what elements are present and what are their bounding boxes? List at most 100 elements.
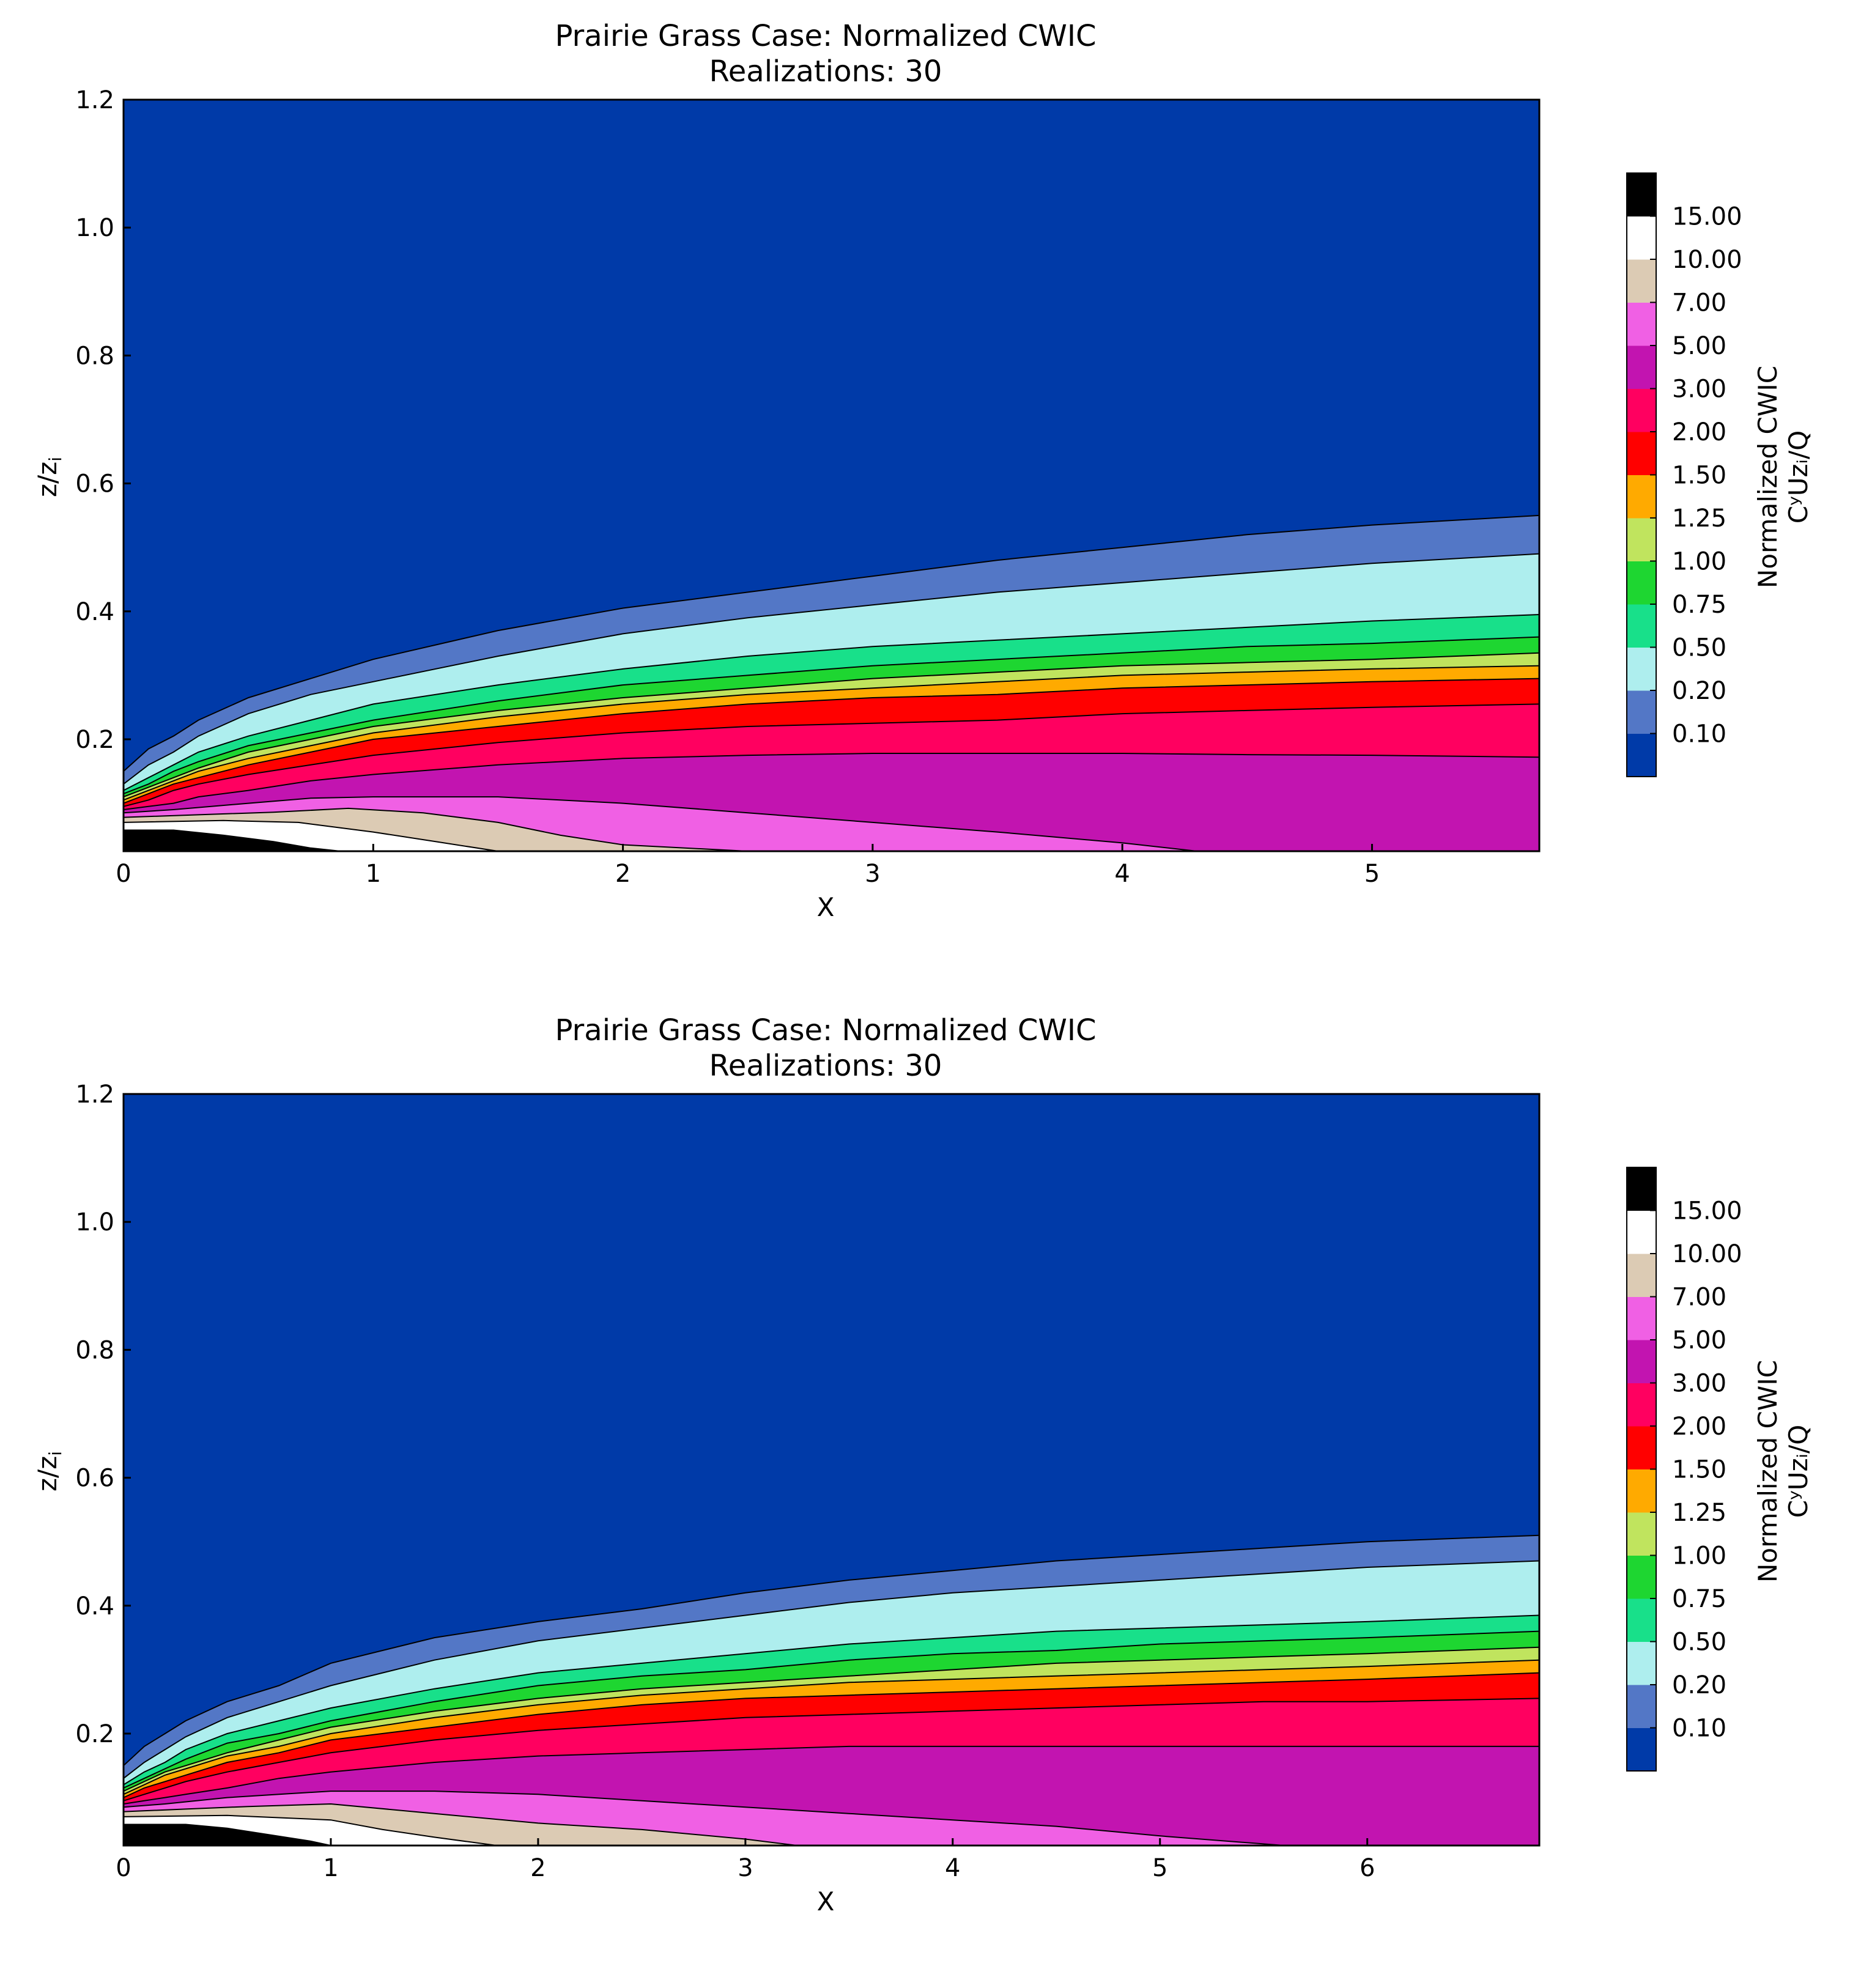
plot-frame <box>122 1093 1541 1847</box>
colorbar-swatch-9 <box>1627 1340 1656 1383</box>
colorbar-swatch-2 <box>1627 647 1656 691</box>
x-tick-label-1: 1 <box>323 1854 338 1882</box>
colorbar-tick-label-10.00: 10.00 <box>1672 1240 1742 1268</box>
y-tick-label-0.4: 0.4 <box>75 598 114 626</box>
colorbar-title-line2: CʸUzᵢ/Q <box>1783 1425 1813 1518</box>
chart-title: Prairie Grass Case: Normalized CWIC <box>555 1013 1096 1048</box>
x-axis-label: X <box>817 1886 835 1916</box>
colorbar-swatch-4 <box>1627 561 1656 605</box>
colorbar: 0.10 0.20 0.50 0.75 1.00 1.25 1.50 2.00 3.00 5.00… <box>1626 172 1742 777</box>
colorbar-title-line1: Normalized CWIC <box>1753 366 1783 588</box>
colorbar-swatch-3 <box>1627 1598 1656 1642</box>
colorbar-tick-label-10.00: 10.00 <box>1672 246 1742 274</box>
colorbar-tick-label-3.00: 3.00 <box>1672 375 1726 404</box>
colorbar-swatch-13 <box>1627 173 1656 216</box>
y-tick-label-0.2: 0.2 <box>75 1720 114 1748</box>
contour-figure-top: Prairie Grass Case: Normalized CWIC Real… <box>32 19 1813 922</box>
x-tick-label-2: 2 <box>615 860 631 888</box>
x-tick-label-1: 1 <box>366 860 381 888</box>
contour-line-1.50 <box>123 1672 1540 1798</box>
contour-chart-bottom: Prairie Grass Case: Normalized CWIC Real… <box>32 1013 1813 1916</box>
y-axis-label-sub: i <box>45 1451 65 1456</box>
x-axis-label: X <box>817 892 835 922</box>
contour-band-15.00 <box>124 1824 1539 1846</box>
colorbar-tick-label-0.10: 0.10 <box>1672 1715 1726 1743</box>
y-tick-label-1.2: 1.2 <box>75 86 114 114</box>
colorbar-tick-label-7.00: 7.00 <box>1672 1284 1726 1312</box>
colorbar-tick-label-1.50: 1.50 <box>1672 462 1726 490</box>
contour-line-5.00 <box>123 1790 1539 1846</box>
contour-line-1.00 <box>123 1646 1540 1792</box>
colorbar-swatch-1 <box>1627 690 1656 734</box>
x-tick-label-2: 2 <box>530 1854 546 1882</box>
colorbar-swatch-5 <box>1627 1512 1656 1556</box>
colorbar-tick-label-3.00: 3.00 <box>1672 1370 1726 1398</box>
contour-line-0.20 <box>123 1560 1540 1779</box>
colorbar-tick-label-1.25: 1.25 <box>1672 1499 1726 1527</box>
y-axis-label: z/zi <box>32 1451 65 1491</box>
colorbar-tick-label-5.00: 5.00 <box>1672 332 1726 360</box>
contour-line-0.50 <box>123 614 1540 791</box>
colorbar-swatch-0 <box>1627 1727 1656 1772</box>
colorbar-tick-label-5.00: 5.00 <box>1672 1326 1726 1354</box>
contour-line-1.50 <box>123 678 1540 804</box>
colorbar-swatch-7 <box>1627 432 1656 475</box>
colorbar-tick-label-0.10: 0.10 <box>1672 720 1726 748</box>
contour-band-7.00 <box>124 1804 1539 1846</box>
contour-line-0.50 <box>123 1614 1540 1786</box>
colorbar-swatch-0 <box>1627 733 1656 777</box>
colorbar-swatch-12 <box>1627 216 1656 260</box>
y-axis-label-sub: i <box>45 457 65 462</box>
contour-line-2.00 <box>123 703 1540 807</box>
y-tick-label-0.8: 0.8 <box>75 1336 114 1364</box>
colorbar-title-line1: Normalized CWIC <box>1753 1360 1783 1583</box>
colorbar-swatch-11 <box>1627 1254 1656 1297</box>
colorbar-swatch-2 <box>1627 1641 1656 1685</box>
contour-line-3.00 <box>123 1745 1539 1805</box>
y-tick-label-0.2: 0.2 <box>75 726 114 754</box>
y-tick-label-0.8: 0.8 <box>75 342 114 370</box>
colorbar-tick-label-15.00: 15.00 <box>1672 203 1742 231</box>
y-tick-label-0.6: 0.6 <box>75 470 114 498</box>
y-tick-label-0.4: 0.4 <box>75 1592 114 1620</box>
contour-line-1.00 <box>123 652 1540 798</box>
chart-title: Prairie Grass Case: Normalized CWIC <box>555 19 1096 53</box>
colorbar-swatch-4 <box>1627 1555 1656 1599</box>
colorbar-swatch-10 <box>1627 1296 1656 1340</box>
contour-line-0.75 <box>123 1630 1540 1789</box>
colorbar-tick-label-1.25: 1.25 <box>1672 504 1726 533</box>
colorbar-tick-label-2.00: 2.00 <box>1672 1413 1726 1441</box>
contour-line-2.00 <box>123 1698 1540 1801</box>
y-tick-label-1.0: 1.0 <box>75 1208 114 1236</box>
colorbar-tick-label-7.00: 7.00 <box>1672 289 1726 317</box>
colorbar-title-line2: CʸUzᵢ/Q <box>1783 430 1813 523</box>
x-tick-label-6: 6 <box>1360 1854 1375 1882</box>
x-tick-label-4: 4 <box>1114 860 1130 888</box>
colorbar-tick-label-0.20: 0.20 <box>1672 677 1726 705</box>
colorbar-swatch-8 <box>1627 388 1656 432</box>
colorbar-swatch-12 <box>1627 1210 1656 1254</box>
colorbar-swatch-5 <box>1627 518 1656 561</box>
colorbar-swatch-6 <box>1627 475 1656 519</box>
colorbar-swatch-8 <box>1627 1383 1656 1427</box>
colorbar-swatch-3 <box>1627 604 1656 648</box>
x-tick-label-3: 3 <box>738 1854 753 1882</box>
contour-line-5.00 <box>123 796 1539 852</box>
contour-figure-bottom: Prairie Grass Case: Normalized CWIC Real… <box>0 994 1850 1988</box>
plot-frame <box>122 98 1541 852</box>
colorbar-tick-label-0.50: 0.50 <box>1672 1628 1726 1657</box>
colorbar: 0.10 0.20 0.50 0.75 1.00 1.25 1.50 2.00 3.00 5.00… <box>1626 1167 1742 1772</box>
contour-chart-top: Prairie Grass Case: Normalized CWIC Real… <box>32 19 1813 922</box>
y-axis-label-main: z/z <box>32 1456 62 1491</box>
x-tick-label-5: 5 <box>1152 1854 1167 1882</box>
y-tick-label-1.2: 1.2 <box>75 1081 114 1109</box>
x-tick-label-5: 5 <box>1364 860 1380 888</box>
colorbar-tick-label-0.75: 0.75 <box>1672 591 1726 619</box>
contour-line-0.10 <box>123 514 1540 772</box>
colorbar-swatch-11 <box>1627 259 1656 303</box>
plot-area: 0 1 2 3 4 5 6 0.2 0.4 0.6 0.8 1.0 1.2 <box>75 1081 1541 1882</box>
colorbar-swatch-6 <box>1627 1469 1656 1513</box>
contour-band-7.00 <box>124 808 1539 851</box>
x-tick-label-0: 0 <box>116 860 131 888</box>
contour-line-7.00 <box>123 1803 1539 1846</box>
